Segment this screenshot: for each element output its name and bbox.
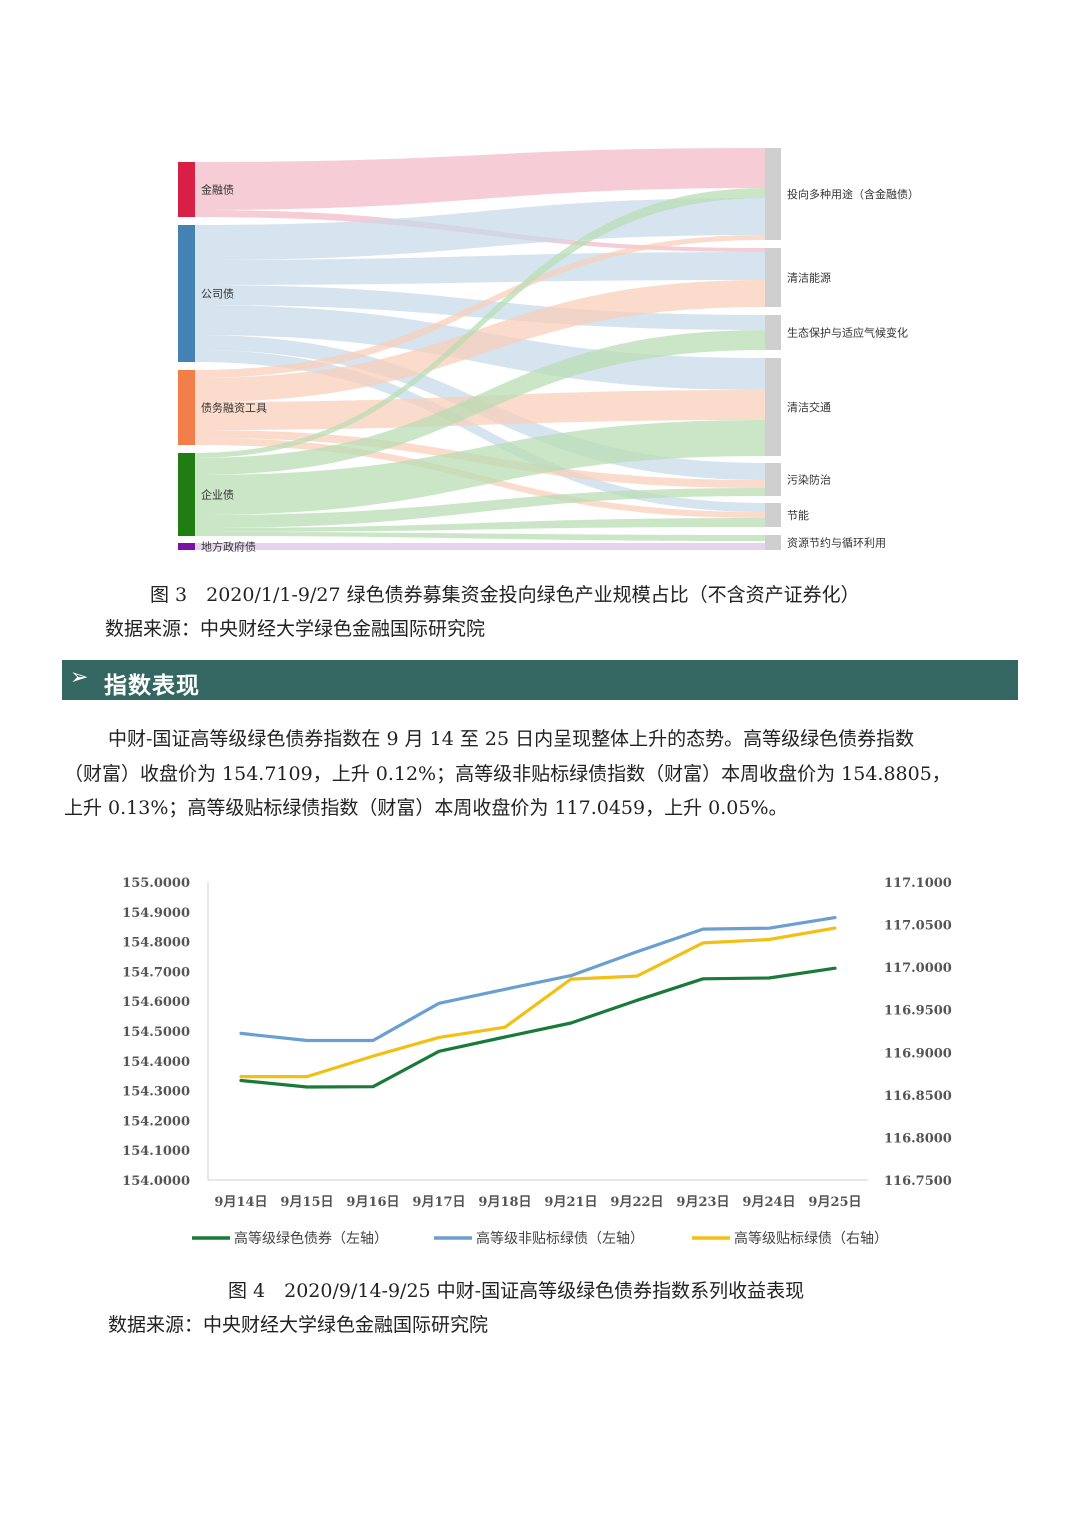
right-y-tick-label: 116.8000 [884, 1131, 952, 1146]
x-tick-label: 9月25日 [808, 1195, 861, 1210]
sankey-flow [195, 148, 765, 210]
series-line [239, 915, 837, 1043]
figure3-caption: 图 3 2020/1/1-9/27 绿色债券募集资金投向绿色产业规模占比（不含资… [150, 584, 860, 606]
chart-axes: 155.0000 154.9000 154.8000 154.7000 154.6000… [122, 876, 952, 1210]
sankey-source-node [178, 225, 195, 362]
left-y-tick-label: 154.9000 [122, 906, 190, 921]
left-y-tick-label: 154.2000 [122, 1114, 190, 1129]
sankey-source-node [178, 370, 195, 445]
sankey-flow [195, 420, 765, 515]
sankey-target-label: 投向多种用途（含金融债） [787, 187, 919, 201]
sankey-flow [195, 330, 765, 475]
chart-lines [239, 915, 837, 1089]
sankey-target-label: 节能 [787, 508, 809, 522]
left-y-tick-label: 154.8000 [122, 936, 190, 951]
sankey-flows [195, 148, 765, 550]
paragraph-line: 中财-国证高等级绿色债券指数在 9 月 14 至 25 日内呈现整体上升的态势。… [108, 728, 915, 750]
sankey-target-node [765, 148, 781, 240]
sankey-source-label: 金融债 [201, 183, 234, 197]
chart-legend: 高等级绿色债券（左轴） 高等级非贴标绿债（左轴） 高等级贴标绿债（右轴） [192, 1230, 888, 1247]
line-chart: 155.0000 154.9000 154.8000 154.7000 154.6000… [122, 876, 952, 1247]
sankey-flow [195, 188, 765, 458]
sankey-source-node [178, 543, 195, 550]
sankey-target-label: 生态保护与适应气候变化 [787, 326, 908, 340]
left-y-tick-label: 155.0000 [122, 876, 190, 891]
legend-label: 高等级绿色债券（左轴） [234, 1230, 388, 1247]
figure4-caption: 图 4 2020/9/14-9/25 中财-国证高等级绿色债券指数系列收益表现 [228, 1280, 805, 1302]
right-y-tick-label: 116.9000 [884, 1046, 952, 1061]
sankey-target-node [765, 463, 781, 496]
sankey-target-label: 清洁能源 [787, 271, 831, 285]
x-tick-label: 9月24日 [742, 1195, 795, 1210]
x-tick-label: 9月22日 [610, 1195, 663, 1210]
figure3-source: 数据来源：中央财经大学绿色金融国际研究院 [105, 618, 486, 640]
sankey-target-node [765, 315, 781, 350]
left-y-tick-label: 154.5000 [122, 1025, 190, 1040]
right-y-tick-label: 117.0500 [884, 919, 952, 934]
paragraph-line: 上升 0.13%；高等级贴标绿债指数（财富）本周收盘价为 117.0459，上升… [64, 797, 788, 819]
left-y-tick-label: 154.1000 [122, 1144, 190, 1159]
series-line [239, 926, 837, 1079]
figure4-source: 数据来源：中央财经大学绿色金融国际研究院 [108, 1314, 489, 1336]
section-header: ➢ 指数表现 [62, 660, 1018, 700]
right-y-tick-label: 117.0000 [884, 961, 952, 976]
section-title: 指数表现 [104, 673, 200, 699]
sankey-target-node [765, 535, 781, 550]
sankey-flow [195, 532, 765, 541]
x-tick-label: 9月14日 [214, 1195, 267, 1210]
paragraph-line: （财富）收盘价为 154.7109，上升 0.12%；高等级非贴标绿债指数（财富… [64, 763, 951, 785]
sankey-flow [195, 252, 765, 285]
sankey-target-label: 清洁交通 [787, 400, 831, 414]
sankey-target-node [765, 503, 781, 527]
legend-label: 高等级贴标绿债（右轴） [734, 1230, 888, 1247]
right-y-tick-label: 116.8500 [884, 1089, 952, 1104]
sankey-flow [195, 518, 765, 532]
sankey-source-label: 企业债 [201, 488, 234, 502]
x-tick-label: 9月21日 [544, 1195, 597, 1210]
sankey-flow [195, 488, 765, 528]
sankey-flow [195, 543, 765, 550]
left-y-tick-label: 154.0000 [122, 1174, 190, 1189]
sankey-source-node [178, 453, 195, 536]
right-y-tick-label: 116.9500 [884, 1004, 952, 1019]
right-y-tick-label: 116.7500 [884, 1174, 952, 1189]
sankey-flow [195, 350, 765, 512]
legend-label: 高等级非贴标绿债（左轴） [476, 1230, 644, 1247]
left-y-tick-label: 154.7000 [122, 965, 190, 980]
arrow-icon: ➢ [70, 665, 89, 690]
x-tick-label: 9月23日 [676, 1195, 729, 1210]
left-y-tick-label: 154.4000 [122, 1055, 190, 1070]
sankey-flow [195, 235, 765, 378]
sankey-flow [195, 198, 765, 260]
sankey-source-label: 债务融资工具 [201, 401, 267, 415]
sankey-source-label: 地方政府债 [201, 540, 256, 554]
left-y-tick-label: 154.6000 [122, 995, 190, 1010]
x-tick-label: 9月17日 [412, 1195, 465, 1210]
sankey-target-label: 污染防治 [787, 473, 831, 487]
series-line [239, 966, 837, 1089]
sankey-source-label: 公司债 [201, 287, 234, 301]
sankey-target-label: 资源节约与循环利用 [787, 536, 886, 550]
sankey-target-node [765, 358, 781, 456]
x-tick-label: 9月16日 [346, 1195, 399, 1210]
x-tick-label: 9月15日 [280, 1195, 333, 1210]
sankey-source-node [178, 162, 195, 217]
x-tick-label: 9月18日 [478, 1195, 531, 1210]
sankey-flow [195, 280, 765, 402]
left-y-tick-label: 154.3000 [122, 1085, 190, 1100]
right-y-tick-label: 117.1000 [884, 876, 952, 891]
sankey-target-node [765, 248, 781, 307]
